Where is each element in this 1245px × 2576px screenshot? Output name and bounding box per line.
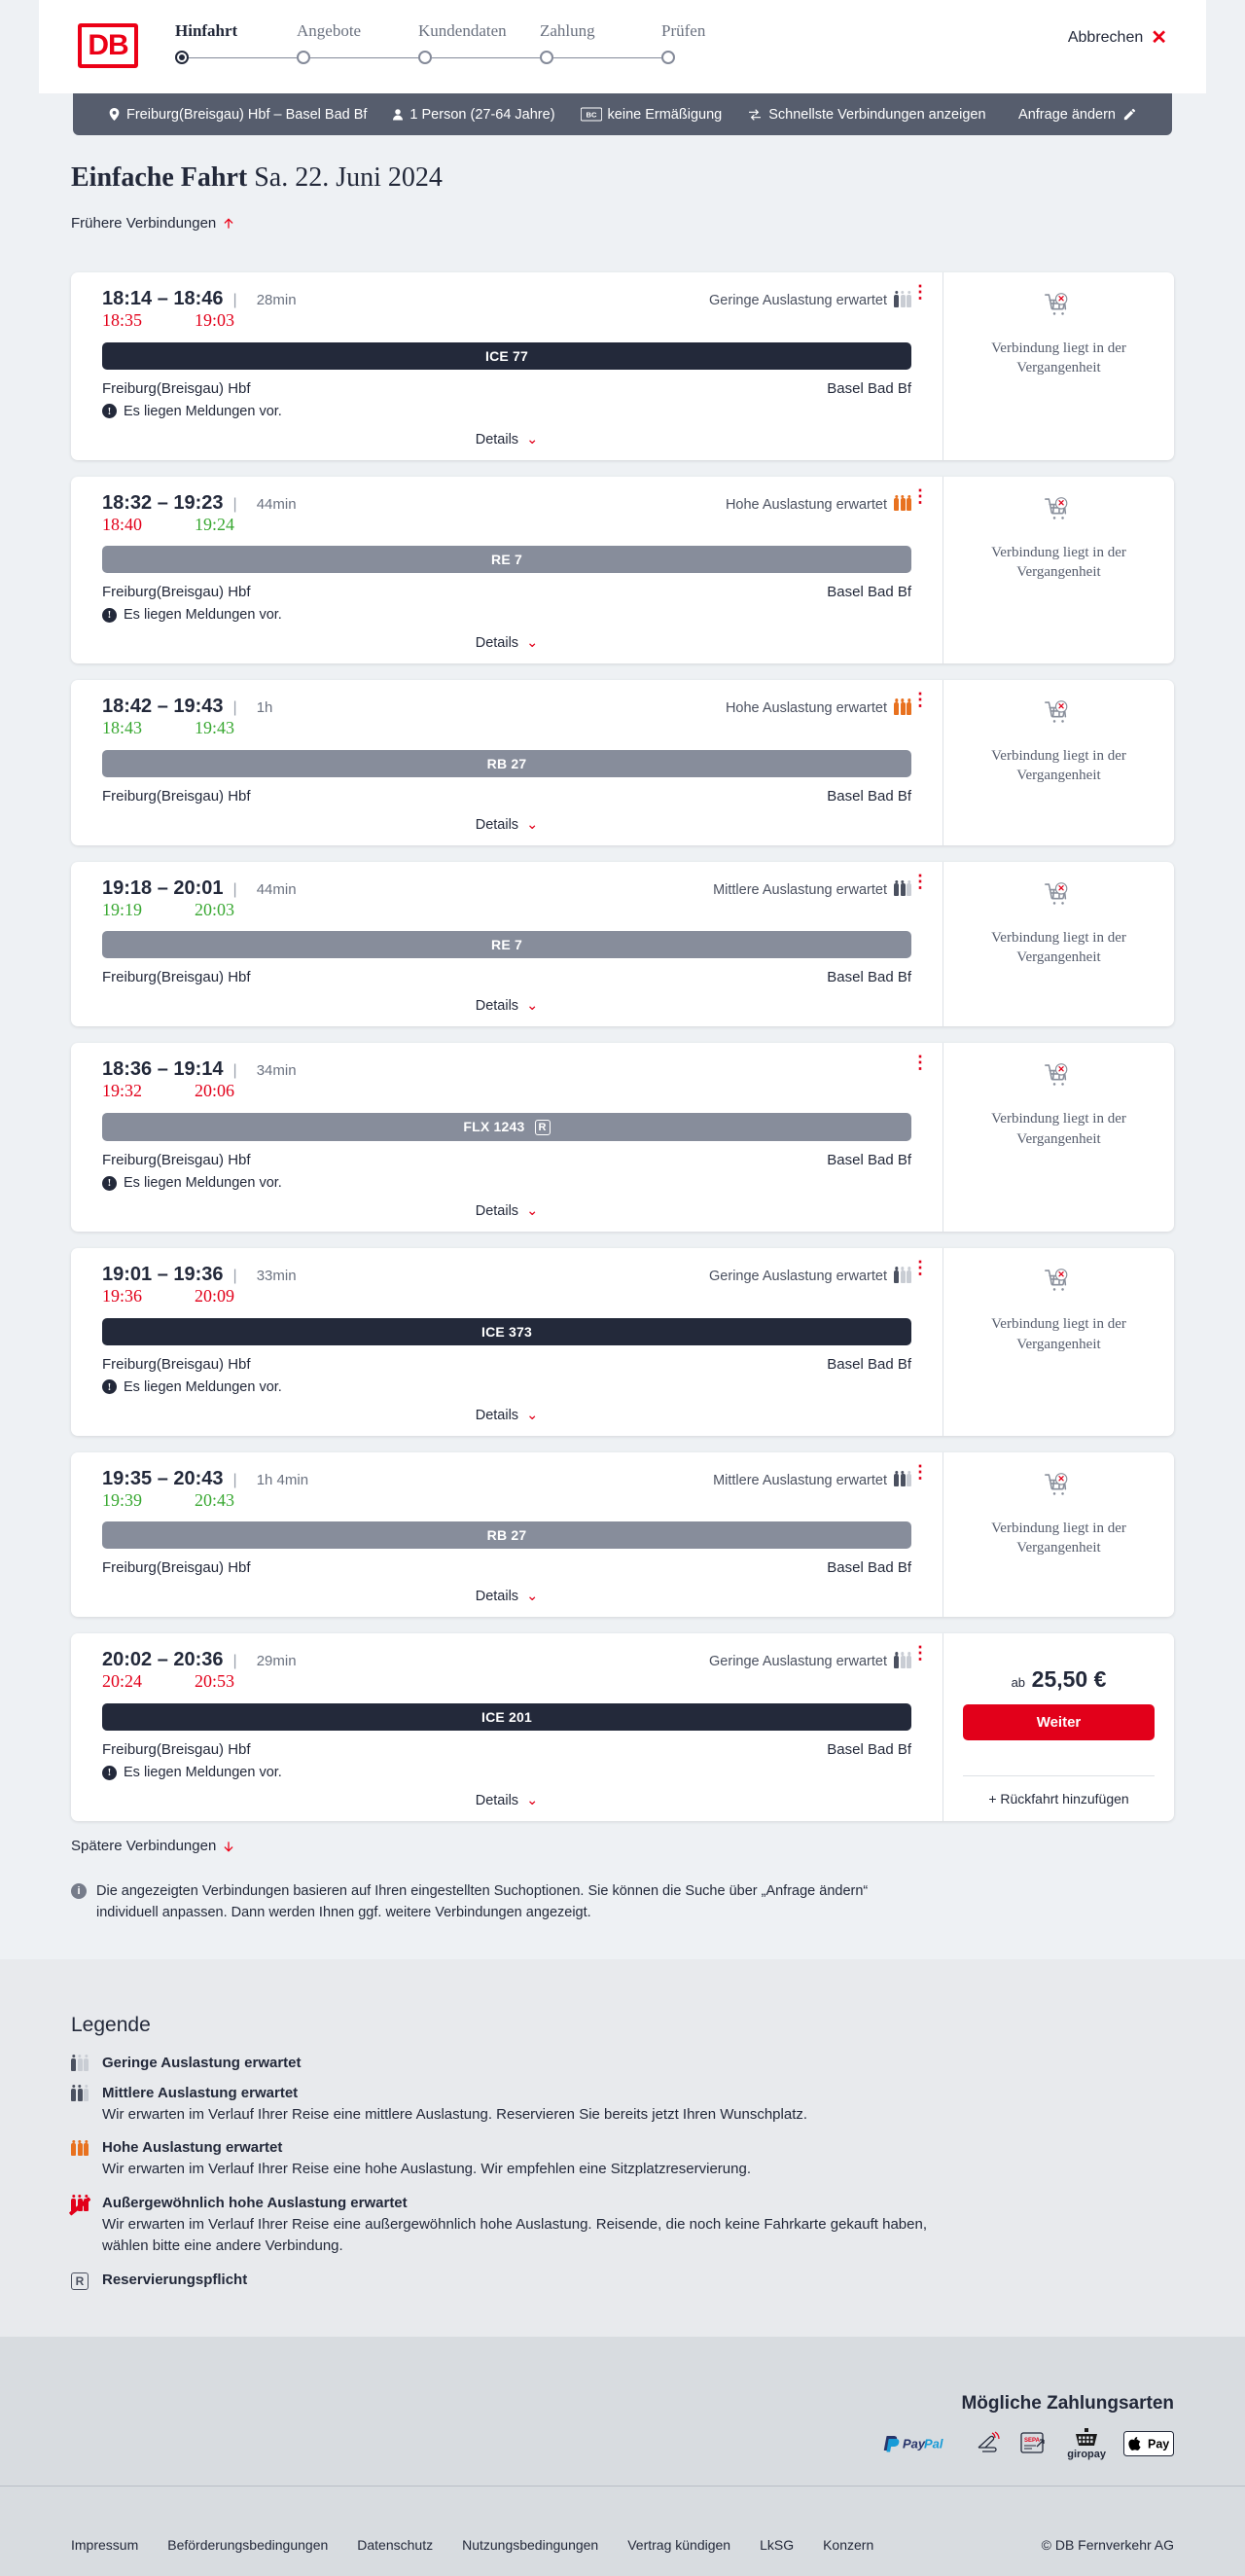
- svg-text:SEPA: SEPA: [1024, 2438, 1041, 2444]
- svg-text:Pay: Pay: [903, 2437, 926, 2451]
- svg-text:BC: BC: [586, 111, 596, 120]
- svg-text:Pay: Pay: [1148, 2438, 1169, 2451]
- svg-text:Pal: Pal: [924, 2437, 943, 2451]
